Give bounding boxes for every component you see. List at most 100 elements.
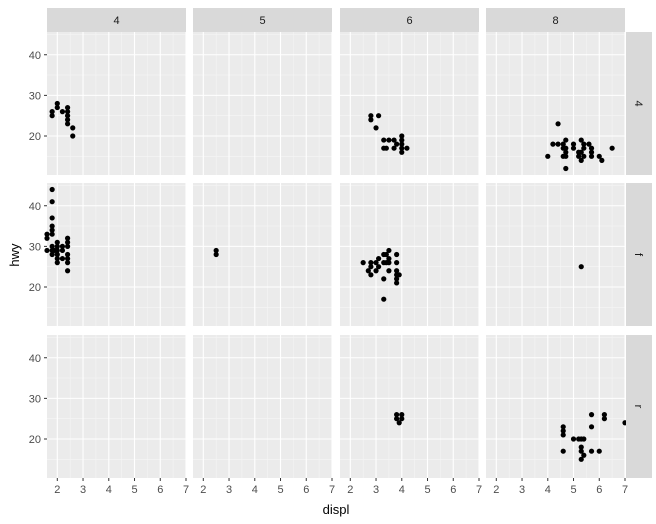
x-tick-label: 3	[519, 484, 525, 496]
x-tick-label: 4	[545, 484, 551, 496]
row-strip-background	[626, 32, 652, 175]
facet-strips: 4 5 6 8 4 f r	[47, 8, 652, 478]
data-point	[64, 121, 71, 127]
data-point	[563, 145, 569, 151]
data-point	[54, 251, 60, 258]
col-strip-label: 4	[113, 15, 119, 27]
row-strip-label: f	[632, 253, 644, 257]
data-point	[581, 145, 587, 151]
data-point	[581, 141, 587, 147]
y-tick-label: 40	[29, 353, 41, 365]
data-point	[576, 153, 582, 159]
data-point	[581, 452, 587, 458]
data-point	[394, 260, 400, 266]
facet-panel	[44, 183, 187, 326]
row-strip-background	[626, 183, 652, 326]
data-point	[588, 153, 595, 159]
data-point	[49, 109, 55, 115]
data-point	[563, 153, 569, 159]
data-point	[49, 199, 55, 205]
facet-panel	[340, 335, 480, 478]
y-tick-label: 40	[29, 201, 41, 213]
row-strip-label: 4	[632, 100, 644, 106]
data-point	[601, 416, 608, 422]
data-point	[399, 416, 405, 422]
facet-panel	[340, 183, 480, 326]
data-point	[64, 109, 71, 115]
panel-background	[340, 32, 479, 175]
data-point	[570, 141, 577, 147]
data-point	[596, 153, 602, 159]
data-point	[383, 145, 389, 151]
data-point	[570, 145, 577, 151]
data-point	[399, 149, 405, 155]
col-strip-label: 5	[259, 15, 265, 27]
col-strip: 8	[486, 8, 625, 32]
data-point	[578, 444, 584, 450]
data-point	[386, 268, 392, 274]
x-tick-label: 3	[373, 484, 379, 496]
x-tick-label: 3	[226, 484, 232, 496]
x-tick-label: 6	[450, 484, 456, 496]
data-point	[394, 416, 400, 422]
data-point	[59, 109, 66, 115]
data-point	[64, 255, 71, 262]
data-point	[588, 424, 595, 430]
data-point	[391, 137, 397, 143]
data-point	[394, 280, 400, 286]
col-strip-label: 8	[552, 15, 558, 27]
x-tick-label: 2	[493, 484, 499, 496]
facet-panel	[340, 32, 480, 175]
data-point	[49, 223, 55, 229]
x-tick-label: 5	[424, 484, 430, 496]
data-point	[588, 412, 595, 418]
x-tick-label: 2	[54, 484, 60, 496]
x-tick-label: 6	[596, 484, 602, 496]
data-point	[578, 137, 584, 143]
data-point	[54, 255, 60, 262]
y-tick-label: 30	[29, 241, 41, 253]
col-strip-background	[486, 8, 625, 32]
data-point	[49, 113, 55, 119]
panel-background	[193, 335, 332, 478]
col-strip: 5	[193, 8, 332, 32]
data-point	[49, 215, 55, 221]
data-point	[563, 137, 569, 143]
data-point	[394, 251, 400, 258]
data-point	[54, 239, 60, 245]
x-tick-label: 6	[303, 484, 309, 496]
data-point	[368, 264, 374, 270]
row-strip: r	[626, 335, 652, 478]
data-point	[399, 141, 405, 147]
facet-panel	[47, 32, 187, 175]
data-point	[555, 121, 561, 127]
data-point	[381, 137, 387, 143]
facet-panel	[193, 183, 333, 326]
data-point	[383, 251, 389, 258]
data-point	[386, 260, 392, 266]
data-point	[570, 436, 577, 442]
data-point	[560, 424, 566, 430]
data-point	[399, 137, 405, 143]
x-tick-label: 2	[347, 484, 353, 496]
data-point	[601, 412, 608, 418]
data-point	[44, 231, 50, 237]
data-point	[394, 268, 400, 274]
data-point	[44, 247, 50, 254]
x-tick-label: 5	[131, 484, 137, 496]
data-point	[381, 276, 387, 282]
y-tick-label: 30	[29, 393, 41, 405]
x-tick-label: 7	[476, 484, 482, 496]
data-point	[545, 153, 551, 159]
data-point	[59, 247, 66, 254]
data-point	[49, 186, 55, 193]
y-tick-label: 20	[29, 434, 41, 446]
col-strip-background	[193, 8, 332, 32]
data-point	[64, 239, 71, 245]
y-tick-label: 20	[29, 282, 41, 294]
x-tick-label: 2	[200, 484, 206, 496]
data-point	[555, 141, 561, 147]
data-point	[49, 231, 55, 237]
data-point	[588, 448, 595, 454]
